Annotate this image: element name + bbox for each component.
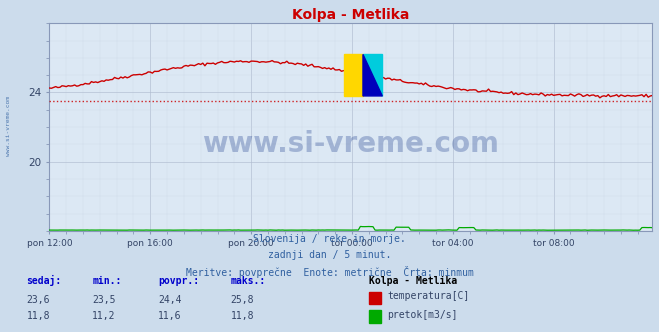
Text: min.:: min.: [92, 277, 122, 287]
Polygon shape [344, 54, 363, 96]
Text: 23,6: 23,6 [26, 295, 50, 305]
Text: www.si-vreme.com: www.si-vreme.com [6, 96, 11, 156]
Polygon shape [363, 54, 382, 96]
Text: Meritve: povprečne  Enote: metrične  Črta: minmum: Meritve: povprečne Enote: metrične Črta:… [186, 266, 473, 278]
Text: povpr.:: povpr.: [158, 277, 199, 287]
Text: sedaj:: sedaj: [26, 275, 61, 287]
Text: temperatura[C]: temperatura[C] [387, 291, 470, 301]
Title: Kolpa - Metlika: Kolpa - Metlika [292, 8, 410, 22]
Text: pretok[m3/s]: pretok[m3/s] [387, 310, 458, 320]
Text: maks.:: maks.: [231, 277, 266, 287]
Text: zadnji dan / 5 minut.: zadnji dan / 5 minut. [268, 250, 391, 260]
Text: 11,2: 11,2 [92, 311, 116, 321]
Text: 11,6: 11,6 [158, 311, 182, 321]
Text: 11,8: 11,8 [231, 311, 254, 321]
Text: 11,8: 11,8 [26, 311, 50, 321]
Text: 24,4: 24,4 [158, 295, 182, 305]
Text: 25,8: 25,8 [231, 295, 254, 305]
Text: Slovenija / reke in morje.: Slovenija / reke in morje. [253, 234, 406, 244]
Polygon shape [363, 54, 382, 96]
Text: www.si-vreme.com: www.si-vreme.com [202, 130, 500, 158]
Text: 23,5: 23,5 [92, 295, 116, 305]
Text: Kolpa - Metlika: Kolpa - Metlika [369, 276, 457, 287]
